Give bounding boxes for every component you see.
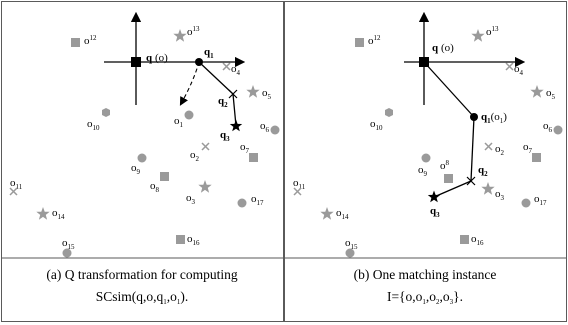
query-label-a: q [146, 52, 153, 64]
label-o11-b: o11 [293, 177, 306, 191]
q2-q3-edge-a [232, 93, 237, 127]
label-o13-a: o13 [187, 25, 200, 38]
label-o3-b: o3 [495, 188, 505, 202]
panel-a-border [1, 1, 284, 322]
label-o6-b: o6 [543, 120, 553, 134]
object-o2-b [484, 142, 493, 151]
object-o5-a [246, 85, 260, 98]
q3-label-b: q3 [430, 205, 440, 219]
object-o14-b [320, 207, 334, 220]
object-o15-a [62, 248, 72, 258]
object-o17-b [521, 198, 531, 208]
object-o13-b [471, 29, 485, 42]
q-q1-edge-b [423, 61, 475, 118]
caption-b-line1: (b) One matching instance [354, 267, 497, 282]
object-o13-a [173, 29, 187, 42]
label-o4-b: o4 [514, 63, 524, 77]
label-o10-b: o10 [370, 118, 383, 132]
q2-marker-a [228, 89, 238, 99]
caption-a-line1: (a) Q transformation for computing [46, 267, 237, 282]
label-o5-a: o5 [262, 87, 272, 101]
object-o15-b [345, 248, 355, 258]
q3-marker-b [427, 190, 441, 203]
object-o8-a [160, 172, 169, 181]
label-o16-a: o16 [187, 233, 200, 247]
object-o10-a [102, 108, 110, 117]
q1-point-b [470, 113, 478, 121]
label-o2-a: o2 [190, 149, 200, 163]
caption-a-line2: SCsim(q,o,q1,o1). [96, 289, 189, 306]
label-o12-a: o12 [84, 34, 97, 47]
q1-q2-edge-b [470, 116, 475, 182]
label-o5-b: o5 [546, 87, 556, 101]
object-o7-b [532, 153, 541, 162]
object-o16-a [176, 235, 185, 244]
object-o12-b [355, 38, 364, 47]
label-o2-b: o2 [495, 143, 505, 157]
object-o16-b [460, 235, 469, 244]
object-o7-a [249, 153, 258, 162]
label-o17-b: o17 [534, 193, 547, 207]
label-o12-b: o12 [368, 34, 381, 47]
label-o15-a: o15 [62, 237, 75, 251]
label-o8-a: o8 [150, 180, 160, 194]
query-origin-b: (o) [441, 42, 454, 54]
object-o17-a [237, 198, 247, 208]
label-o9-b: o9 [418, 164, 428, 178]
object-o2-a [201, 142, 210, 151]
caption-b-line2: I={o,o1,o2,o3}. [387, 289, 463, 306]
object-o6-b [553, 125, 563, 135]
object-o4-a [222, 62, 231, 71]
label-o3-a: o3 [186, 192, 196, 206]
query-label-b: q [432, 42, 439, 54]
q1-label-a: q1 [204, 46, 214, 60]
q1-label-b: q1(o1) [481, 111, 507, 125]
transform-arrow-a [179, 61, 200, 106]
q2-marker-b [466, 176, 476, 186]
q3-label-a: q3 [220, 129, 230, 143]
label-o6-a: o6 [260, 120, 270, 134]
object-o11-a [9, 187, 18, 196]
label-o10-a: o10 [87, 118, 100, 132]
object-o9-b [421, 153, 431, 163]
label-o15-b: o15 [345, 237, 358, 251]
label-o1-a: o1 [174, 115, 184, 129]
object-o1-a [184, 110, 194, 120]
label-o13-b: o13 [486, 25, 499, 38]
label-o7-b: o7 [523, 141, 533, 155]
panel-a: q (o) q1 q2 q3 o12 o13 o4 o5 o10 [9, 11, 280, 306]
q2-label-a: q2 [218, 95, 228, 109]
object-o11-b [293, 187, 302, 196]
q2-label-b: q2 [478, 164, 488, 178]
object-o3-a [198, 180, 212, 193]
object-o3-b [481, 182, 495, 195]
query-origin-a: (o) [155, 52, 168, 64]
object-o5-b [530, 85, 544, 98]
label-o7-a: o7 [240, 141, 250, 155]
object-o8-b [444, 174, 453, 183]
label-o17-a: o17 [251, 193, 264, 207]
panel-b: q (o) q1(o1) q2 q3 o12 o13 o4 o5 o10 o6 [293, 11, 563, 306]
label-o11-a: o11 [10, 177, 23, 191]
label-o14-a: o14 [52, 207, 65, 221]
label-o8-b: o8 [440, 159, 450, 172]
label-o9-a: o9 [131, 162, 141, 176]
panel-b-border [284, 1, 567, 322]
q2-q3-edge-b [433, 180, 472, 198]
object-o14-a [36, 207, 50, 220]
q3-marker-a [229, 119, 243, 132]
q1-q2-edge-a [198, 61, 234, 95]
object-o6-a [270, 125, 280, 135]
query-point-a [131, 57, 141, 67]
object-o9-a [137, 153, 147, 163]
object-o10-b [385, 108, 393, 117]
object-o12-a [71, 38, 80, 47]
label-o14-b: o14 [336, 207, 349, 221]
label-o16-b: o16 [471, 233, 484, 247]
label-o4-a: o4 [231, 63, 241, 77]
object-o4-b [505, 62, 514, 71]
